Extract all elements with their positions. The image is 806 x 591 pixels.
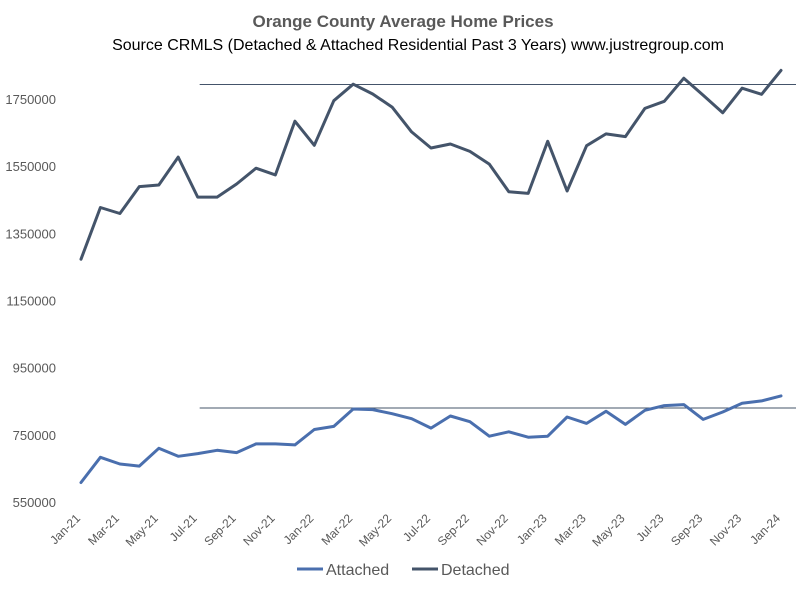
x-tick-label: Jul-21 [167,511,200,544]
x-tick-label: Mar-23 [552,511,589,548]
chart-title: Orange County Average Home Prices [252,12,553,31]
y-tick-label: 750000 [13,428,56,443]
series-lines [79,68,783,484]
x-tick-label: Jan-21 [47,511,83,547]
x-tick-label: Sep-22 [435,511,472,548]
x-tick-label: Mar-21 [85,511,122,548]
x-axis: Jan-21 Mar-21 May-21 Jul-21 Sep-21 Nov-21 Jan-… [47,511,783,549]
legend-label-detached: Detached [441,562,510,579]
y-tick-label: 950000 [13,361,56,376]
x-tick-label: Jan-22 [281,511,317,547]
legend-label-attached: Attached [326,562,389,579]
y-tick-label: 1550000 [5,159,56,174]
legend: Attached Detached [297,562,510,579]
x-tick-label: Nov-23 [707,511,744,548]
x-tick-label: May-23 [589,511,627,549]
x-tick-label: Sep-21 [201,511,238,548]
reference-lines [199,84,796,409]
y-axis: 550000 750000 950000 1150000 1350000 1550000 1… [5,92,56,510]
x-tick-label: Jul-23 [633,511,666,544]
x-tick-label: Nov-21 [240,511,277,548]
x-tick-label: Jan-23 [514,511,550,547]
y-tick-label: 1750000 [5,92,56,107]
chart-subtitle: Source CRMLS (Detached & Attached Reside… [112,37,724,54]
x-tick-label: Mar-22 [319,511,356,548]
x-tick-label: Sep-23 [668,511,705,548]
x-tick-label: Nov-22 [474,511,511,548]
series-line-detached [79,68,783,261]
x-tick-label: May-21 [123,511,161,549]
x-tick-label: Jan-24 [747,511,783,547]
y-tick-label: 550000 [13,495,56,510]
series-line-attached [79,394,783,484]
y-tick-label: 1350000 [5,226,56,241]
x-tick-label: Jul-22 [400,511,433,544]
x-tick-label: May-22 [356,511,394,549]
y-tick-label: 1150000 [6,294,56,309]
